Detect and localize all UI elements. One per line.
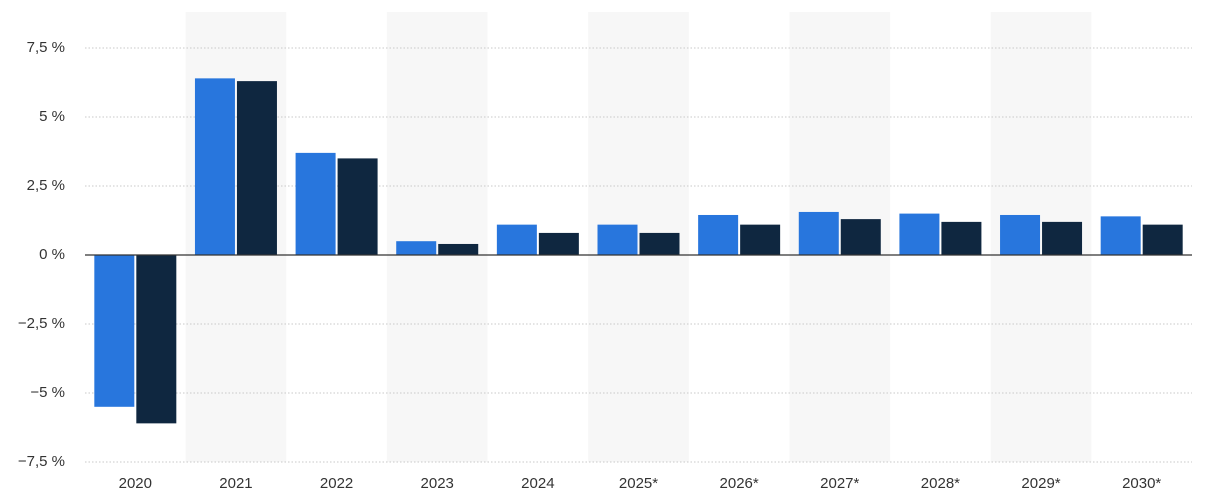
bar (94, 255, 135, 407)
bar (941, 221, 982, 255)
x-tick-label: 2021 (219, 475, 252, 492)
x-tick-label: 2020 (119, 475, 152, 492)
x-tick-label: 2029* (1021, 475, 1060, 492)
bar (597, 224, 638, 255)
bar (899, 213, 940, 255)
bar (639, 232, 680, 255)
bar (840, 219, 881, 255)
bar (337, 158, 378, 255)
bar (1100, 216, 1141, 255)
bar (1042, 221, 1083, 255)
y-tick-label: −2,5 % (18, 315, 65, 332)
bar (136, 255, 177, 424)
y-tick-label: 5 % (39, 108, 65, 125)
bar (1142, 224, 1183, 255)
x-tick-label: 2022 (320, 475, 353, 492)
x-tick-label: 2027* (820, 475, 859, 492)
bar (396, 241, 437, 255)
y-tick-label: −5 % (30, 384, 65, 401)
bar (798, 211, 839, 255)
y-tick-label: 7,5 % (27, 39, 65, 56)
x-tick-label: 2026* (720, 475, 759, 492)
column-band (386, 12, 488, 462)
x-tick-label: 2030* (1122, 475, 1161, 492)
bar (438, 243, 479, 255)
bar (1000, 214, 1041, 255)
x-tick-label: 2025* (619, 475, 658, 492)
x-tick-label: 2023 (421, 475, 454, 492)
x-tick-label: 2024 (521, 475, 554, 492)
y-tick-label: 2,5 % (27, 177, 65, 194)
bar (740, 224, 781, 255)
x-tick-label: 2028* (921, 475, 960, 492)
bar (295, 152, 336, 255)
bar (538, 232, 579, 255)
bar (698, 214, 739, 255)
bar (236, 81, 277, 256)
y-tick-label: −7,5 % (18, 453, 65, 470)
bar (194, 78, 235, 255)
bar (496, 224, 537, 255)
y-tick-label: 0 % (39, 246, 65, 263)
